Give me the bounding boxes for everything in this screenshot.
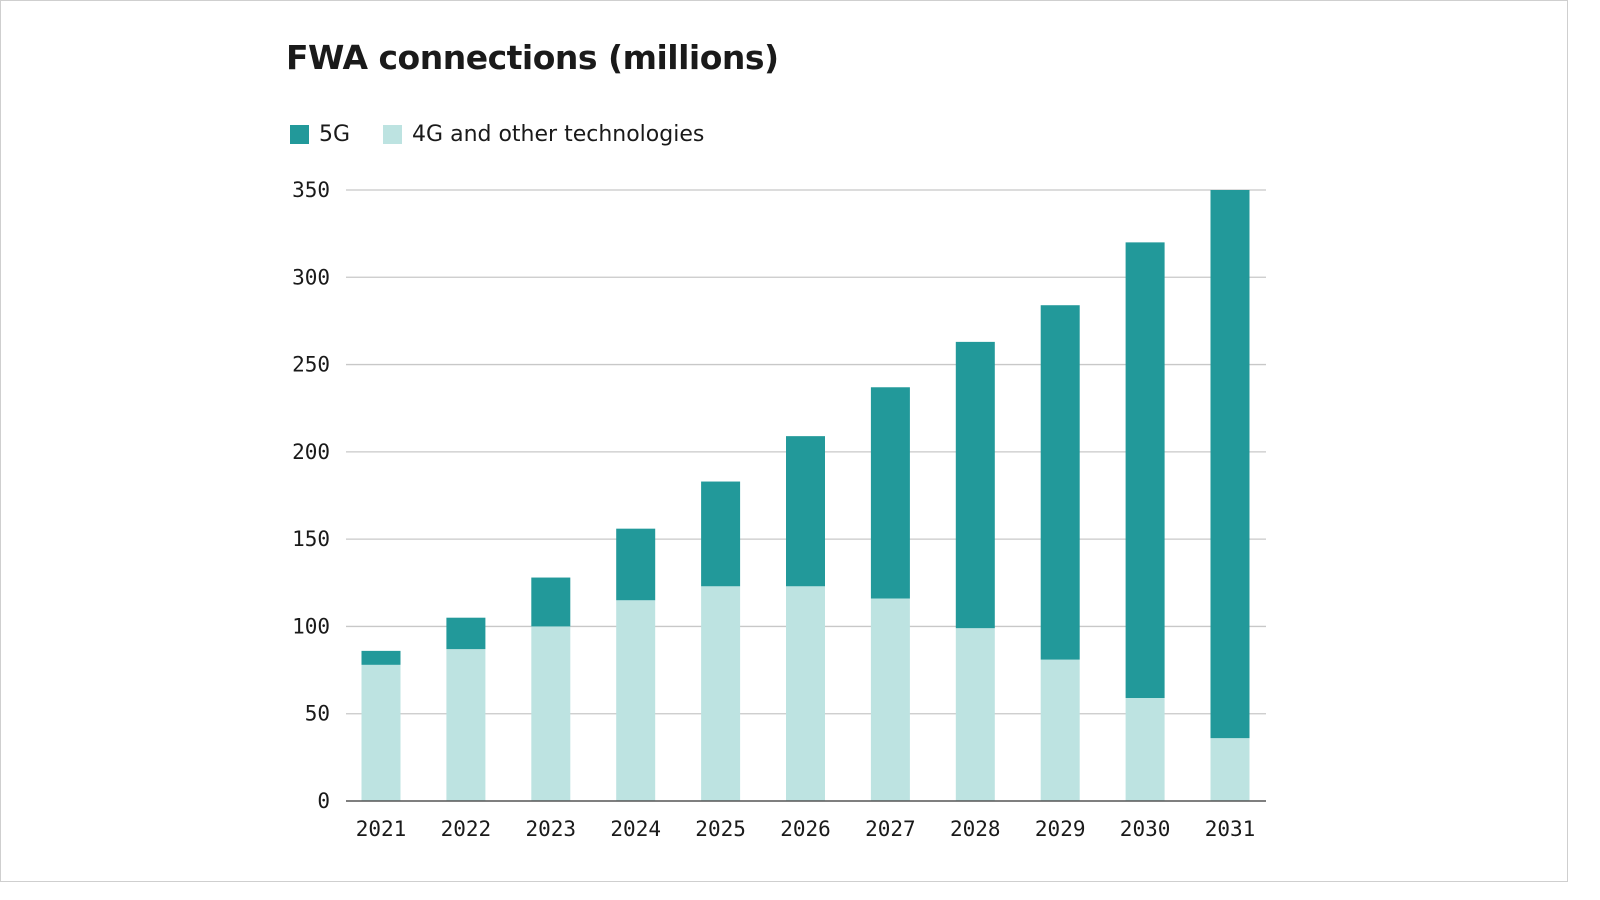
bar-4g bbox=[531, 626, 571, 801]
bar-4g bbox=[1210, 738, 1250, 801]
bar-4g bbox=[870, 598, 910, 801]
bar-5g bbox=[616, 528, 656, 601]
x-tick-label: 2022 bbox=[441, 817, 492, 841]
bar-4g bbox=[1040, 659, 1080, 801]
x-tick-label: 2024 bbox=[610, 817, 661, 841]
bar-4g bbox=[955, 628, 995, 801]
bar-5g bbox=[531, 577, 571, 627]
y-tick-label: 0 bbox=[317, 789, 330, 813]
x-tick-label: 2021 bbox=[356, 817, 407, 841]
bar-5g bbox=[1125, 242, 1165, 699]
bar-5g bbox=[1210, 190, 1250, 739]
bar-4g bbox=[446, 649, 486, 801]
x-tick-label: 2029 bbox=[1035, 817, 1086, 841]
bar-4g bbox=[1125, 698, 1165, 801]
x-tick-label: 2030 bbox=[1120, 817, 1171, 841]
x-tick-label: 2028 bbox=[950, 817, 1001, 841]
x-tick-label: 2027 bbox=[865, 817, 916, 841]
bar-5g bbox=[1040, 305, 1080, 660]
legend: 5G 4G and other technologies bbox=[290, 122, 737, 147]
y-tick-label: 50 bbox=[305, 702, 330, 726]
legend-swatch-4g bbox=[383, 125, 403, 144]
legend-item-5g: 5G bbox=[290, 122, 350, 147]
legend-label-4g: 4G and other technologies bbox=[412, 122, 705, 147]
legend-label-5g: 5G bbox=[319, 122, 351, 147]
bar-5g bbox=[361, 650, 401, 665]
y-tick-label: 150 bbox=[292, 527, 330, 551]
chart-title: FWA connections (millions) bbox=[286, 38, 779, 77]
bar-4g bbox=[616, 600, 656, 801]
bar-5g bbox=[701, 481, 741, 587]
bar-5g bbox=[870, 387, 910, 599]
legend-swatch-5g bbox=[290, 125, 309, 144]
x-tick-label: 2025 bbox=[695, 817, 746, 841]
x-tick-label: 2026 bbox=[780, 817, 831, 841]
x-tick-label: 2031 bbox=[1205, 817, 1256, 841]
y-tick-label: 350 bbox=[292, 178, 330, 202]
bar-5g bbox=[446, 617, 486, 650]
legend-item-4g: 4G and other technologies bbox=[383, 122, 704, 147]
y-tick-label: 300 bbox=[292, 265, 330, 289]
bar-5g bbox=[786, 436, 825, 587]
y-tick-label: 250 bbox=[292, 353, 330, 377]
chart-frame bbox=[0, 0, 1568, 882]
bar-4g bbox=[786, 586, 825, 801]
x-tick-label: 2023 bbox=[526, 817, 577, 841]
y-tick-label: 200 bbox=[292, 440, 330, 464]
y-tick-label: 100 bbox=[292, 614, 330, 638]
bar-4g bbox=[361, 664, 401, 801]
bar-5g bbox=[955, 341, 995, 629]
bar-4g bbox=[701, 586, 741, 801]
